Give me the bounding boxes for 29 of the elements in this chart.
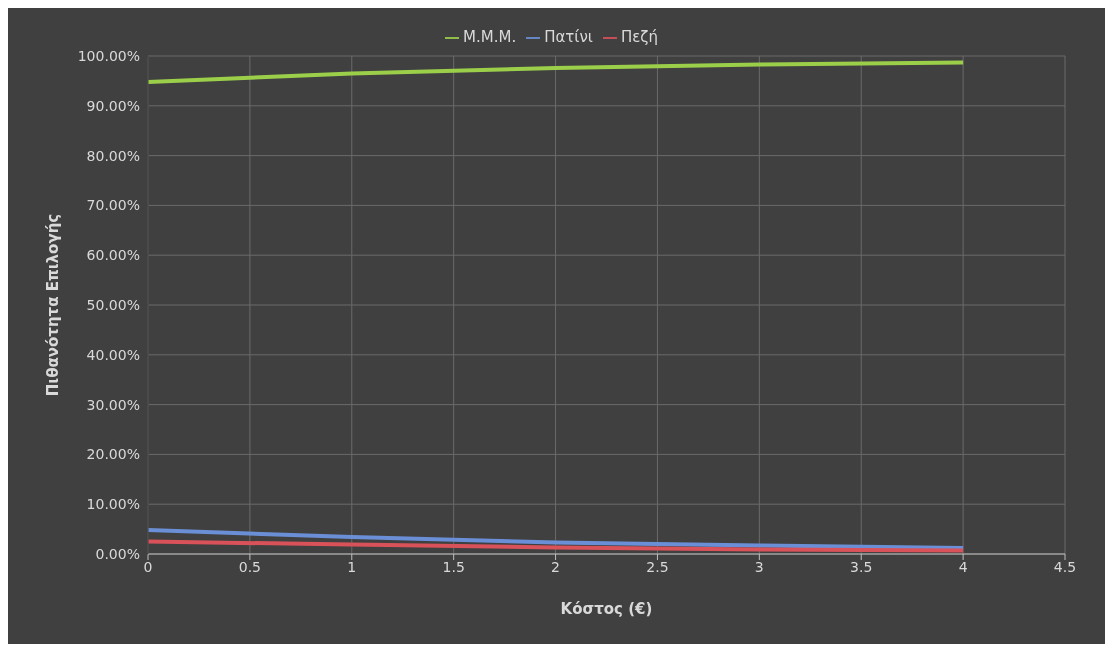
y-tick-label: 60.00% — [86, 247, 140, 264]
y-tick-label: 80.00% — [86, 147, 140, 164]
legend-label: Πεζή — [620, 28, 658, 46]
y-tick-label: 30.00% — [86, 396, 140, 413]
legend-label: Πατίνι — [544, 28, 593, 46]
line-series — [148, 60, 966, 84]
line-series — [148, 539, 966, 553]
x-tick-label: 1.5 — [442, 558, 465, 575]
y-tick-label: 10.00% — [86, 496, 140, 513]
x-tick-label: 4.5 — [1053, 558, 1077, 575]
y-tick-label: 50.00% — [86, 296, 140, 313]
y-tick-label: 90.00% — [86, 97, 140, 114]
y-tick-label: 0.00% — [95, 545, 140, 562]
x-tick-label: 2.5 — [646, 558, 669, 575]
x-tick-label: 4 — [958, 558, 968, 575]
x-axis-title: Κόστος (€) — [560, 600, 653, 618]
x-tick-label: 1 — [347, 558, 357, 575]
y-axis-title: Πιθανότητα Επιλογής — [44, 213, 63, 397]
y-tick-label: 100.00% — [77, 47, 140, 64]
x-tick-label: 3 — [754, 558, 764, 575]
x-tick-label: 3.5 — [850, 558, 873, 575]
y-tick-label: 20.00% — [86, 446, 140, 463]
x-tick-label: 2 — [551, 558, 561, 575]
line-series — [148, 528, 966, 551]
x-tick-label: 0.5 — [238, 558, 262, 575]
y-tick-label: 40.00% — [86, 346, 140, 363]
y-tick-label: 70.00% — [86, 197, 140, 214]
legend-label: Μ.Μ.Μ. — [463, 28, 517, 46]
x-tick-label: 0 — [143, 558, 153, 575]
